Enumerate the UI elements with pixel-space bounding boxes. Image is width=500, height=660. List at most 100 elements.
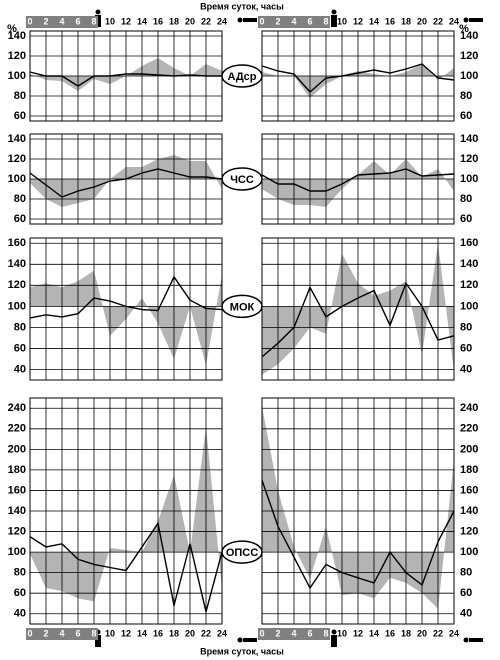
y-tick-label: 140 (8, 133, 26, 145)
night-band (26, 628, 98, 640)
panel-frame (29, 397, 223, 625)
x-tick-label: 0 (27, 16, 32, 26)
x-tick-label: 10 (337, 628, 347, 638)
y-tick-label: 120 (460, 279, 478, 291)
y-tick-label: 160 (8, 484, 26, 496)
x-tick-label: 14 (137, 16, 147, 26)
y-tick-label: 100 (8, 546, 26, 558)
x-tick-label: 8 (91, 16, 96, 26)
y-tick-label: 60 (460, 213, 472, 225)
x-tick-label: 16 (153, 16, 163, 26)
x-tick-label: 4 (291, 16, 296, 26)
y-tick-label: 100 (460, 546, 478, 558)
x-tick-label: 8 (323, 628, 328, 638)
x-tick-label: 12 (353, 16, 363, 26)
y-tick-label: 120 (460, 50, 478, 62)
y-tick-label: 100 (460, 300, 478, 312)
x-tick-label: 18 (401, 628, 411, 638)
y-tick-label: 120 (8, 525, 26, 537)
x-tick-label: 14 (369, 628, 379, 638)
y-tick-label: 80 (460, 193, 472, 205)
x-tick-label: 6 (75, 628, 80, 638)
y-tick-label: 80 (14, 321, 26, 333)
y-tick-label: 200 (460, 443, 478, 455)
y-tick-label: 180 (8, 464, 26, 476)
y-tick-label: 200 (8, 443, 26, 455)
night-band (26, 16, 98, 28)
row-label: МОК (230, 301, 255, 313)
y-tick-label: 100 (460, 70, 478, 82)
data-line (29, 71, 222, 87)
y-tick-label: 160 (8, 237, 26, 249)
y-unit-label: % (7, 23, 17, 35)
y-tick-label: 160 (460, 484, 478, 496)
y-tick-label: 120 (460, 525, 478, 537)
x-tick-label: 24 (449, 16, 459, 26)
night-band (258, 628, 330, 640)
x-tick-label: 2 (43, 16, 48, 26)
y-tick-label: 60 (14, 342, 26, 354)
y-tick-label: 40 (14, 608, 26, 620)
y-tick-label: 60 (460, 110, 472, 122)
x-tick-label: 24 (449, 628, 459, 638)
y-tick-label: 80 (460, 321, 472, 333)
y-tick-label: 60 (14, 110, 26, 122)
data-line (261, 281, 455, 358)
x-tick-label: 4 (59, 628, 64, 638)
x-tick-label: 24 (217, 628, 227, 638)
x-tick-label: 22 (201, 628, 211, 638)
y-tick-label: 80 (14, 567, 26, 579)
y-tick-label: 140 (460, 258, 478, 270)
x-tick-label: 10 (105, 16, 115, 26)
night-band (258, 16, 330, 28)
x-tick-label: 14 (369, 16, 379, 26)
y-tick-label: 240 (8, 402, 26, 414)
y-tick-label: 80 (14, 193, 26, 205)
y-tick-label: 60 (14, 213, 26, 225)
y-tick-label: 60 (14, 587, 26, 599)
data-line (261, 168, 455, 192)
x-tick-label: 4 (291, 628, 296, 638)
y-tick-label: 120 (8, 153, 26, 165)
y-tick-label: 220 (460, 423, 478, 435)
x-tick-label: 20 (185, 16, 195, 26)
y-tick-label: 40 (14, 363, 26, 375)
y-tick-label: 40 (460, 363, 472, 375)
x-tick-label: 18 (401, 16, 411, 26)
bottom-axis-title: Время суток, часы (200, 646, 284, 656)
y-tick-label: 120 (460, 153, 478, 165)
x-tick-label: 20 (417, 16, 427, 26)
y-tick-label: 120 (8, 50, 26, 62)
panel-frame (261, 237, 455, 381)
y-tick-label: 140 (460, 133, 478, 145)
row-label: АДср (227, 71, 256, 83)
x-tick-label: 12 (121, 628, 131, 638)
y-tick-label: 100 (8, 173, 26, 185)
x-tick-label: 16 (153, 628, 163, 638)
x-tick-label: 2 (275, 628, 280, 638)
y-tick-label: 140 (8, 505, 26, 517)
x-tick-label: 24 (217, 16, 227, 26)
y-tick-label: 60 (460, 342, 472, 354)
x-tick-label: 22 (201, 16, 211, 26)
x-tick-label: 18 (169, 628, 179, 638)
x-tick-label: 14 (137, 628, 147, 638)
x-tick-label: 4 (59, 16, 64, 26)
y-tick-label: 100 (8, 70, 26, 82)
x-tick-label: 10 (105, 628, 115, 638)
x-tick-label: 6 (307, 628, 312, 638)
x-tick-label: 8 (323, 16, 328, 26)
y-tick-label: 80 (460, 567, 472, 579)
data-line (29, 521, 223, 612)
y-tick-label: 60 (460, 587, 472, 599)
y-tick-label: 80 (460, 90, 472, 102)
y-tick-label: 140 (8, 258, 26, 270)
y-tick-label: 160 (460, 237, 478, 249)
data-line (261, 63, 455, 93)
x-tick-label: 6 (307, 16, 312, 26)
y-tick-label: 140 (460, 30, 478, 42)
x-tick-label: 6 (75, 16, 80, 26)
y-unit-label: % (459, 23, 469, 35)
data-line (29, 275, 223, 319)
